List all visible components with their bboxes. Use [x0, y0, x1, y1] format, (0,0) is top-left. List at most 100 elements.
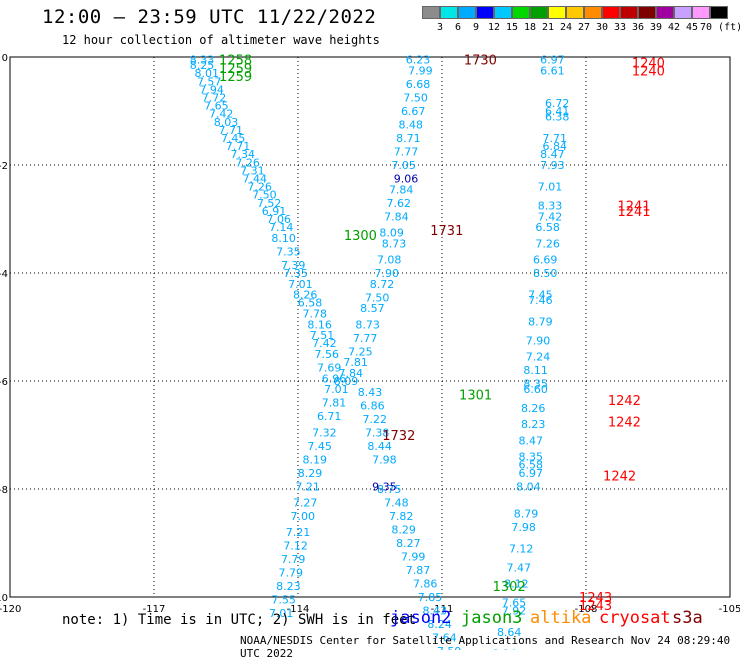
wave-height-label: 7.57 [197, 75, 222, 88]
wave-height-label: 7.21 [286, 526, 311, 539]
wave-height-label: 8.33 [190, 54, 215, 67]
wave-height-label: 6.68 [406, 78, 431, 91]
wave-height-label: 7.71 [226, 140, 251, 153]
wave-height-label: 7.65 [502, 596, 527, 609]
wave-height-label: 6.58 [298, 297, 323, 310]
y-tick-label: -10 [0, 593, 8, 604]
wave-height-label: 8.25 [190, 59, 215, 72]
wave-height-label: 7.81 [322, 397, 347, 410]
wave-height-label: 7.46 [528, 294, 553, 307]
wave-height-label: 8.48 [399, 119, 424, 132]
wave-height-label: 7.26 [247, 181, 272, 194]
color-scale-labels: 3 6 9 12 15 18 21 24 27 30 33 36 39 42 45 70 (ft) [422, 22, 740, 34]
wave-height-label: 7.01 [288, 278, 313, 291]
wave-height-label: 7.12 [509, 542, 534, 555]
wave-height-label: 8.26 [521, 402, 546, 415]
time-label: 1242 [608, 416, 641, 431]
wave-height-label: 7.24 [526, 351, 551, 364]
wave-height-label: 7.98 [372, 453, 397, 466]
wave-height-label: 7.86 [413, 578, 438, 591]
color-scale-tick-label: 6 [454, 22, 462, 33]
wave-height-label: 8.27 [396, 537, 421, 550]
wave-height-label: 7.90 [375, 267, 400, 280]
wave-height-label: 8.09 [334, 375, 359, 388]
color-scale-tick-label: 9 [472, 22, 480, 33]
wave-height-label: 7.25 [348, 345, 373, 358]
wave-height-label: 8.24 [427, 618, 452, 631]
color-scale-tick-label: 39 [649, 22, 663, 33]
color-scale-tick-label: 27 [577, 22, 591, 33]
wave-height-label: 7.42 [312, 337, 337, 350]
wave-height-label: 8.72 [370, 278, 395, 291]
color-swatch [566, 6, 584, 19]
wave-height-label: 7.77 [394, 146, 419, 159]
wave-height-label: 9.06 [394, 173, 419, 186]
wave-height-label: 7.01 [324, 383, 349, 396]
wave-height-label: 8.23 [276, 580, 301, 593]
y-tick-label: -4 [0, 269, 8, 280]
wave-height-label: 6.72 [545, 97, 570, 110]
wave-height-label: 7.94 [199, 83, 224, 96]
y-tick-label: 0 [2, 53, 8, 64]
wave-height-label: 7.84 [339, 367, 364, 380]
wave-height-label: 7.87 [406, 564, 431, 577]
wave-height-label: 7.93 [540, 159, 565, 172]
color-swatch [710, 6, 728, 19]
footer-credit: NOAA/NESDIS Center for Satellite Applica… [240, 634, 731, 660]
time-label: 1259 [219, 70, 252, 85]
wave-height-label: 8.57 [360, 302, 385, 315]
color-scale-tick-label: 24 [559, 22, 573, 33]
legend-jason3: jason3 [461, 608, 523, 628]
color-swatch [620, 6, 638, 19]
legend-note: note: 1) Time is in UTC; 2) SWH is in fe… [62, 612, 417, 628]
wave-height-label: 7.42 [538, 210, 563, 223]
color-swatch [476, 6, 494, 19]
x-tick-label: -117 [143, 604, 166, 615]
color-scale-tick-label: 3 [436, 22, 444, 33]
wave-height-label: 7.00 [291, 510, 316, 523]
time-label: 1242 [603, 470, 636, 485]
wave-height-label: 8.16 [307, 318, 332, 331]
time-label: 1242 [608, 394, 641, 409]
wave-height-label: 8.29 [298, 467, 323, 480]
wave-height-label: 7.56 [315, 348, 340, 361]
wave-height-label: 6.67 [401, 105, 426, 118]
time-label: 1241 [617, 200, 650, 215]
wave-height-label: 8.64 [497, 626, 522, 639]
wave-height-label: 7.35 [283, 267, 308, 280]
color-scale-bar [422, 6, 728, 19]
wave-height-label: 7.51 [310, 329, 335, 342]
x-tick-label: -111 [431, 604, 454, 615]
legend-s3a: s3a [672, 608, 703, 628]
color-scale-tick-label: 70 (ft) [700, 22, 740, 33]
wave-height-label: 7.78 [303, 308, 328, 321]
time-label: 1240 [632, 56, 665, 71]
wave-height-label: 7.79 [279, 567, 304, 580]
wave-height-label: 6.60 [523, 383, 548, 396]
wave-height-label: 6.86 [360, 399, 385, 412]
time-label: 1240 [632, 65, 665, 80]
y-tick-label: -8 [0, 485, 8, 496]
color-swatch [674, 6, 692, 19]
wave-height-label: 6.71 [317, 410, 342, 423]
wave-height-label: 7.72 [202, 92, 227, 105]
wave-height-label: 8.03 [214, 116, 239, 129]
wave-height-label: 8.43 [423, 605, 448, 618]
color-scale-tick-label: 18 [523, 22, 537, 33]
time-label: 1259 [219, 62, 252, 77]
wave-height-label: 7.71 [543, 132, 568, 145]
time-label: 1730 [464, 54, 497, 69]
wave-height-label: 8.43 [358, 386, 383, 399]
wave-height-label: 6.58 [519, 459, 544, 472]
time-label: 1731 [430, 224, 463, 239]
wave-height-label: 7.08 [377, 254, 402, 267]
wave-height-label: 6.38 [545, 110, 570, 123]
x-tick-label: -105 [719, 604, 740, 615]
wave-height-label: 6.23 [406, 54, 431, 67]
color-scale-tick-label: 12 [487, 22, 501, 33]
color-swatch [656, 6, 674, 19]
y-tick-label: -2 [0, 161, 8, 172]
wave-height-label: 6.58 [535, 221, 560, 234]
wave-height-label: 7.35 [276, 245, 301, 258]
wave-height-label: 8.73 [382, 237, 407, 250]
